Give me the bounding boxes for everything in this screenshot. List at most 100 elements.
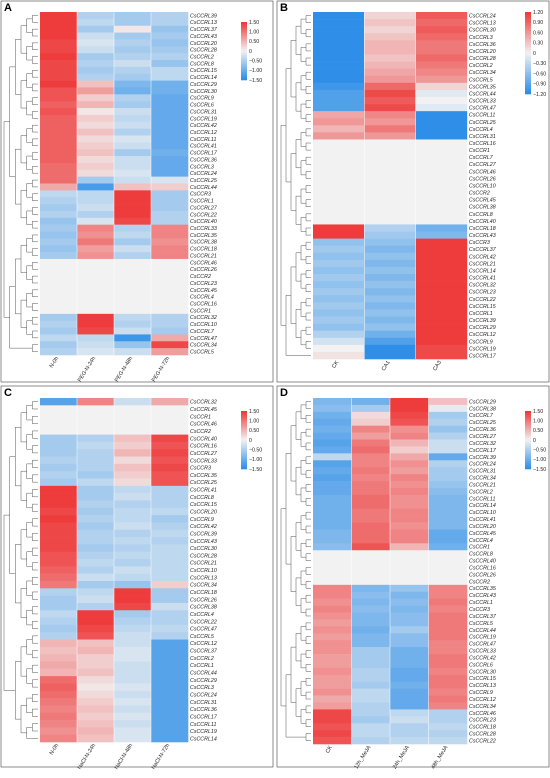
dendrogram-branch	[300, 432, 306, 447]
row-label: CsCCRL38	[190, 240, 217, 246]
dendrogram-branch	[32, 606, 38, 615]
legend-swatch	[525, 463, 531, 466]
heatmap-cell	[40, 238, 78, 246]
heatmap-cell	[390, 398, 429, 406]
heatmap-cell	[151, 500, 189, 509]
heatmap-cell	[415, 146, 468, 154]
heatmap-cell	[77, 566, 115, 574]
heatmap-cell	[77, 661, 115, 670]
heatmap-cell	[77, 204, 115, 212]
heatmap-cell	[415, 33, 468, 41]
row-label: CsCCRL45	[469, 198, 496, 204]
heatmap-cell	[40, 231, 78, 239]
legend-swatch	[241, 447, 247, 450]
heatmap-cell	[40, 441, 78, 450]
legend-swatch	[241, 47, 247, 50]
heatmap-cell	[151, 149, 189, 157]
heatmap-cell	[390, 515, 429, 523]
row-label: CsCCRL15	[190, 502, 217, 508]
heatmap-cell	[428, 612, 468, 620]
row-label: CsCCRL36	[190, 707, 217, 713]
row-label: CsCCRL1	[469, 600, 493, 606]
dendrogram-branch	[300, 18, 306, 34]
heatmap-cell	[114, 348, 152, 356]
heatmap-cell	[351, 695, 391, 703]
heatmap-cell	[40, 734, 78, 743]
legend-swatch	[525, 461, 531, 464]
heatmap-cell	[114, 441, 152, 450]
row-label: CsCCRL14	[190, 736, 217, 742]
heatmap-cell	[364, 203, 416, 211]
heatmap-cell	[415, 54, 468, 62]
heatmap-cell	[151, 522, 189, 531]
dendrogram-branch	[305, 733, 311, 741]
row-label: CsCCRL22	[190, 212, 217, 218]
dendrogram-branch	[32, 220, 38, 229]
legend-swatch	[241, 33, 247, 36]
heatmap-cell	[313, 146, 365, 154]
heatmap-cell	[428, 494, 468, 503]
heatmap-cell	[151, 449, 189, 457]
heatmap-cell	[40, 245, 78, 253]
dendrogram-branch	[32, 56, 38, 64]
row-label: CsCCRL42	[469, 655, 496, 661]
legend-swatch	[241, 411, 247, 414]
heatmap-cell	[313, 196, 365, 204]
heatmap-cell	[390, 418, 429, 426]
heatmap-cell	[114, 602, 152, 611]
heatmap-cell	[415, 82, 468, 91]
heatmap-cell	[77, 162, 115, 171]
dendrogram-branch	[305, 691, 311, 700]
heatmap-cell	[428, 564, 468, 572]
heatmap-cell	[114, 66, 152, 75]
heatmap-cell	[151, 169, 189, 177]
heatmap-cell	[428, 716, 468, 724]
legend-swatch	[241, 78, 247, 81]
heatmap-cell	[351, 432, 391, 440]
heatmap-cell	[77, 676, 115, 684]
heatmap-cell	[351, 508, 391, 516]
heatmap-cell	[151, 94, 189, 102]
heatmap-cell	[151, 515, 189, 523]
heatmap-cell	[77, 149, 115, 157]
dendrogram-branch	[305, 114, 311, 123]
legend-swatch	[241, 37, 247, 40]
heatmap-cell	[364, 217, 416, 225]
heatmap-cell	[151, 566, 189, 574]
heatmap-cell	[351, 543, 391, 551]
heatmap-cell	[114, 231, 152, 239]
heatmap-cell	[77, 341, 115, 349]
legend-swatch	[525, 22, 531, 26]
dendrogram-branch	[32, 503, 38, 512]
row-label: CsCCRL28	[469, 732, 496, 738]
heatmap-cell	[428, 536, 468, 544]
heatmap-cell	[364, 174, 416, 183]
dendrogram-branch	[32, 248, 38, 256]
dendrogram-branch	[300, 302, 306, 317]
heatmap-cell	[114, 108, 152, 116]
dendrogram-branch	[20, 135, 27, 164]
legend-swatch	[241, 463, 247, 466]
row-label: CsCCRL19	[190, 729, 217, 735]
heatmap-cell	[40, 463, 78, 472]
row-label: CsCCRL18	[190, 247, 217, 253]
heatmap-cell	[77, 190, 115, 198]
heatmap-cell	[313, 446, 352, 454]
heatmap-cell	[40, 210, 78, 219]
legend-swatch	[241, 43, 247, 46]
row-label: CsCCRL9	[469, 339, 493, 345]
row-label: CsCCRL26	[469, 572, 496, 578]
heatmap-cell	[151, 463, 189, 472]
heatmap-cell	[114, 610, 152, 618]
row-label: CsCCRL27	[190, 451, 218, 457]
row-label: CsCCRL43	[190, 539, 217, 545]
legend-swatch	[525, 416, 531, 420]
heatmap-cell	[77, 32, 115, 40]
heatmap-cell	[40, 427, 78, 435]
legend-tick-label: 0	[533, 438, 536, 444]
heatmap-cell	[40, 108, 78, 116]
legend-swatch	[241, 428, 247, 431]
heatmap-cell	[390, 571, 429, 579]
heatmap-cell	[151, 537, 189, 545]
dendrogram-branch	[300, 245, 306, 261]
